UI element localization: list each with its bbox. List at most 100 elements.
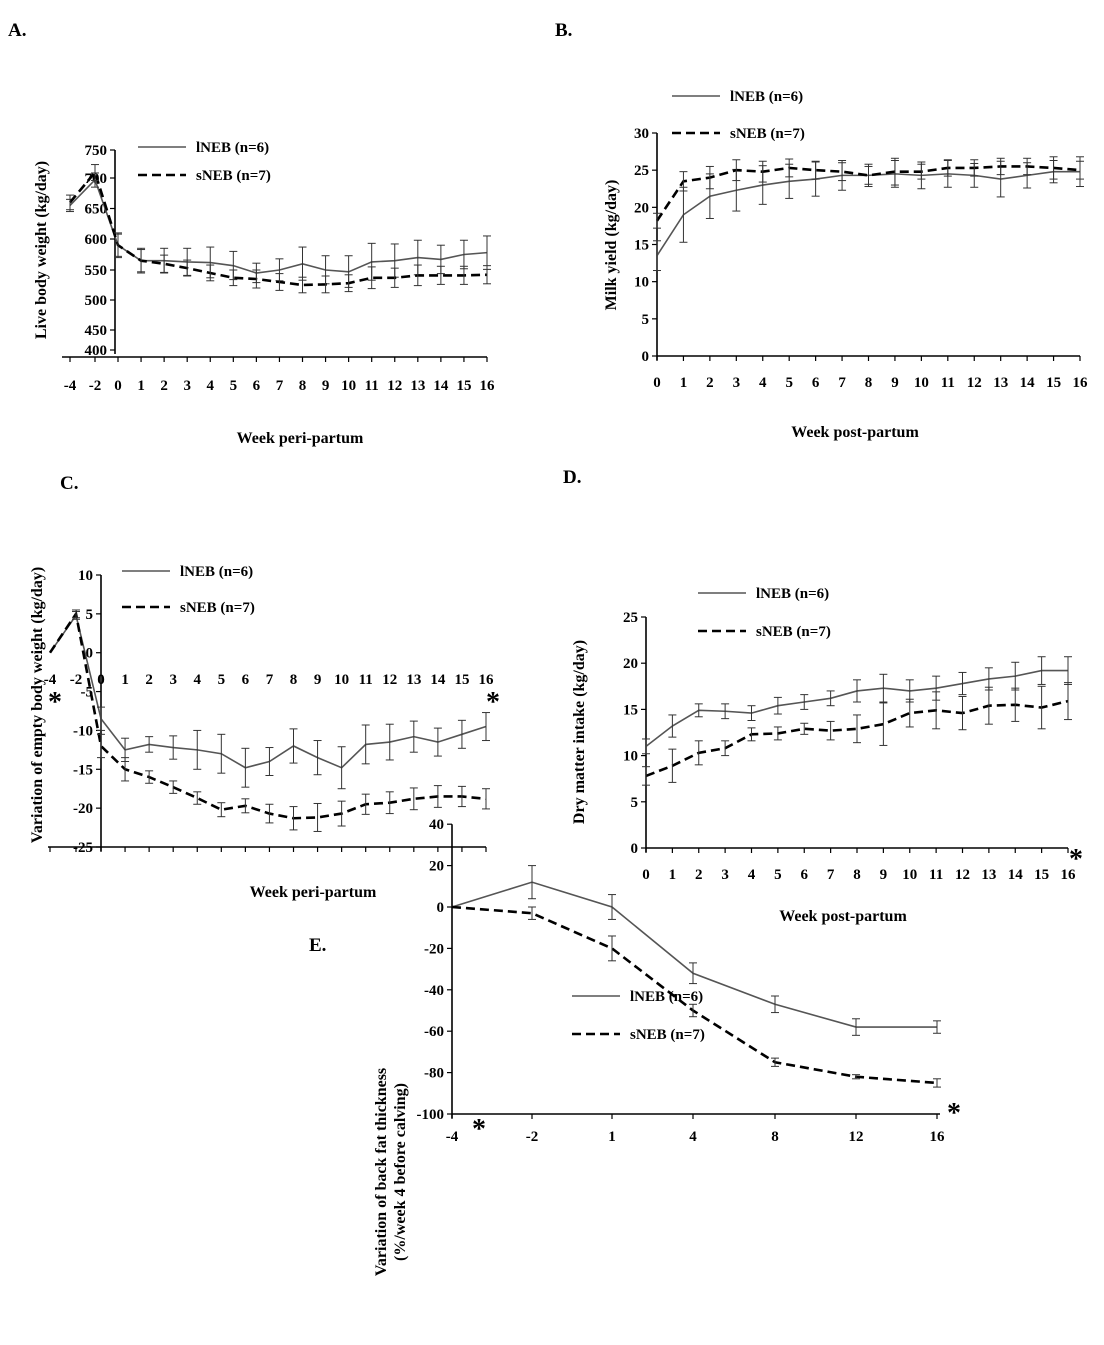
x-tick-label: 2	[706, 375, 714, 391]
significance-marker: *	[1069, 844, 1083, 875]
y-tick-label: 550	[85, 263, 108, 279]
y-tick-label: -15	[73, 762, 93, 778]
x-tick-label: 7	[266, 672, 274, 688]
x-tick-label: -4	[44, 672, 57, 688]
x-tick-label: 15	[456, 378, 471, 394]
x-tick-label: 11	[941, 375, 955, 391]
x-tick-label: 3	[183, 378, 191, 394]
y-tick-label: 5	[631, 795, 639, 811]
x-tick-label: 0	[642, 867, 650, 883]
legend-label-lneb: lNEB (n=6)	[196, 140, 269, 156]
y-axis-title-2: (%/week 4 before calving)	[392, 1083, 409, 1261]
x-tick-label: -4	[446, 1129, 459, 1145]
x-tick-label: 8	[853, 867, 861, 883]
x-axis-title: Week peri-partum	[250, 884, 377, 901]
x-tick-label: 9	[322, 378, 330, 394]
panel-letter: D.	[563, 467, 581, 488]
panel-letter: E.	[309, 935, 326, 956]
panel-letter: A.	[8, 20, 26, 41]
x-tick-label: 4	[759, 375, 767, 391]
y-tick-label: 500	[85, 293, 108, 309]
y-tick-label: 20	[429, 859, 444, 875]
x-tick-label: 6	[242, 672, 250, 688]
y-tick-label: 10	[634, 275, 649, 291]
y-tick-label: -80	[424, 1066, 444, 1082]
y-tick-label: -5	[81, 685, 94, 701]
series-line-sneb	[69, 169, 488, 287]
series-line-lneb	[451, 881, 937, 1028]
y-axis-title: Dry matter intake (kg/day)	[571, 640, 588, 824]
x-tick-label: 12	[387, 378, 402, 394]
x-tick-label: 2	[695, 867, 703, 883]
y-tick-label: -20	[73, 801, 93, 817]
x-tick-label: 15	[454, 672, 469, 688]
x-tick-label: 13	[406, 672, 421, 688]
x-tick-label: 12	[382, 672, 397, 688]
x-tick-label: 6	[801, 867, 809, 883]
y-tick-label: 25	[634, 163, 649, 179]
x-tick-label: 13	[410, 378, 425, 394]
legend-label-sneb: sNEB (n=7)	[180, 600, 255, 616]
y-tick-label: 5	[86, 607, 94, 623]
legend-label-lneb: lNEB (n=6)	[730, 89, 803, 105]
x-tick-label: 5	[230, 378, 238, 394]
panel-letter: C.	[60, 473, 78, 494]
y-tick-label: -25	[73, 840, 93, 856]
y-tick-label: 0	[631, 841, 639, 857]
x-tick-label: 8	[865, 375, 873, 391]
x-tick-label: 9	[880, 867, 888, 883]
y-tick-label: 20	[634, 200, 649, 216]
y-tick-label: 30	[634, 126, 649, 142]
x-tick-label: 10	[914, 375, 929, 391]
x-tick-label: 16	[930, 1129, 946, 1145]
x-tick-label: -2	[526, 1129, 539, 1145]
y-tick-label: 20	[623, 656, 638, 672]
legend-label-lneb: lNEB (n=6)	[180, 564, 253, 580]
legend-label-sneb: sNEB (n=7)	[730, 126, 805, 142]
x-tick-label: 1	[669, 867, 677, 883]
x-tick-label: 14	[1008, 867, 1024, 883]
significance-marker: *	[947, 1098, 961, 1129]
x-tick-label: 16	[480, 378, 496, 394]
x-tick-label: 4	[194, 672, 202, 688]
y-tick-label: -60	[424, 1024, 444, 1040]
y-tick-label: 0	[642, 349, 650, 365]
significance-marker: *	[486, 687, 500, 718]
x-tick-label: 12	[955, 867, 970, 883]
y-tick-label: -100	[417, 1107, 445, 1123]
x-tick-label: 5	[218, 672, 226, 688]
x-tick-label: 1	[121, 672, 129, 688]
x-tick-label: 14	[433, 378, 449, 394]
x-tick-label: 12	[849, 1129, 864, 1145]
x-tick-label: 1	[680, 375, 688, 391]
y-tick-label: 450	[85, 323, 108, 339]
x-tick-label: 15	[1046, 375, 1061, 391]
x-tick-label: 10	[341, 378, 356, 394]
y-tick-label: 15	[623, 702, 638, 718]
x-tick-label: 16	[1073, 375, 1089, 391]
x-tick-label: 11	[365, 378, 379, 394]
x-tick-label: 2	[160, 378, 168, 394]
x-tick-label: 11	[359, 672, 373, 688]
x-tick-label: 10	[334, 672, 349, 688]
x-tick-label: 8	[299, 378, 307, 394]
x-tick-label: 5	[774, 867, 782, 883]
y-tick-label: 5	[642, 312, 650, 328]
x-tick-label: 7	[276, 378, 284, 394]
y-tick-label: 40	[429, 817, 444, 833]
x-tick-label: 14	[430, 672, 446, 688]
legend-label-lneb: lNEB (n=6)	[756, 586, 829, 602]
x-tick-label: -4	[64, 378, 77, 394]
series-line-sneb	[645, 699, 1069, 778]
y-axis-title: Variation of back fat thickness	[373, 1068, 390, 1276]
x-tick-label: 9	[314, 672, 322, 688]
legend-label-lneb: lNEB (n=6)	[630, 989, 703, 1005]
series-line-lneb	[49, 613, 487, 769]
x-tick-label: -2	[89, 378, 102, 394]
x-tick-label: 3	[721, 867, 729, 883]
x-tick-label: 7	[827, 867, 835, 883]
